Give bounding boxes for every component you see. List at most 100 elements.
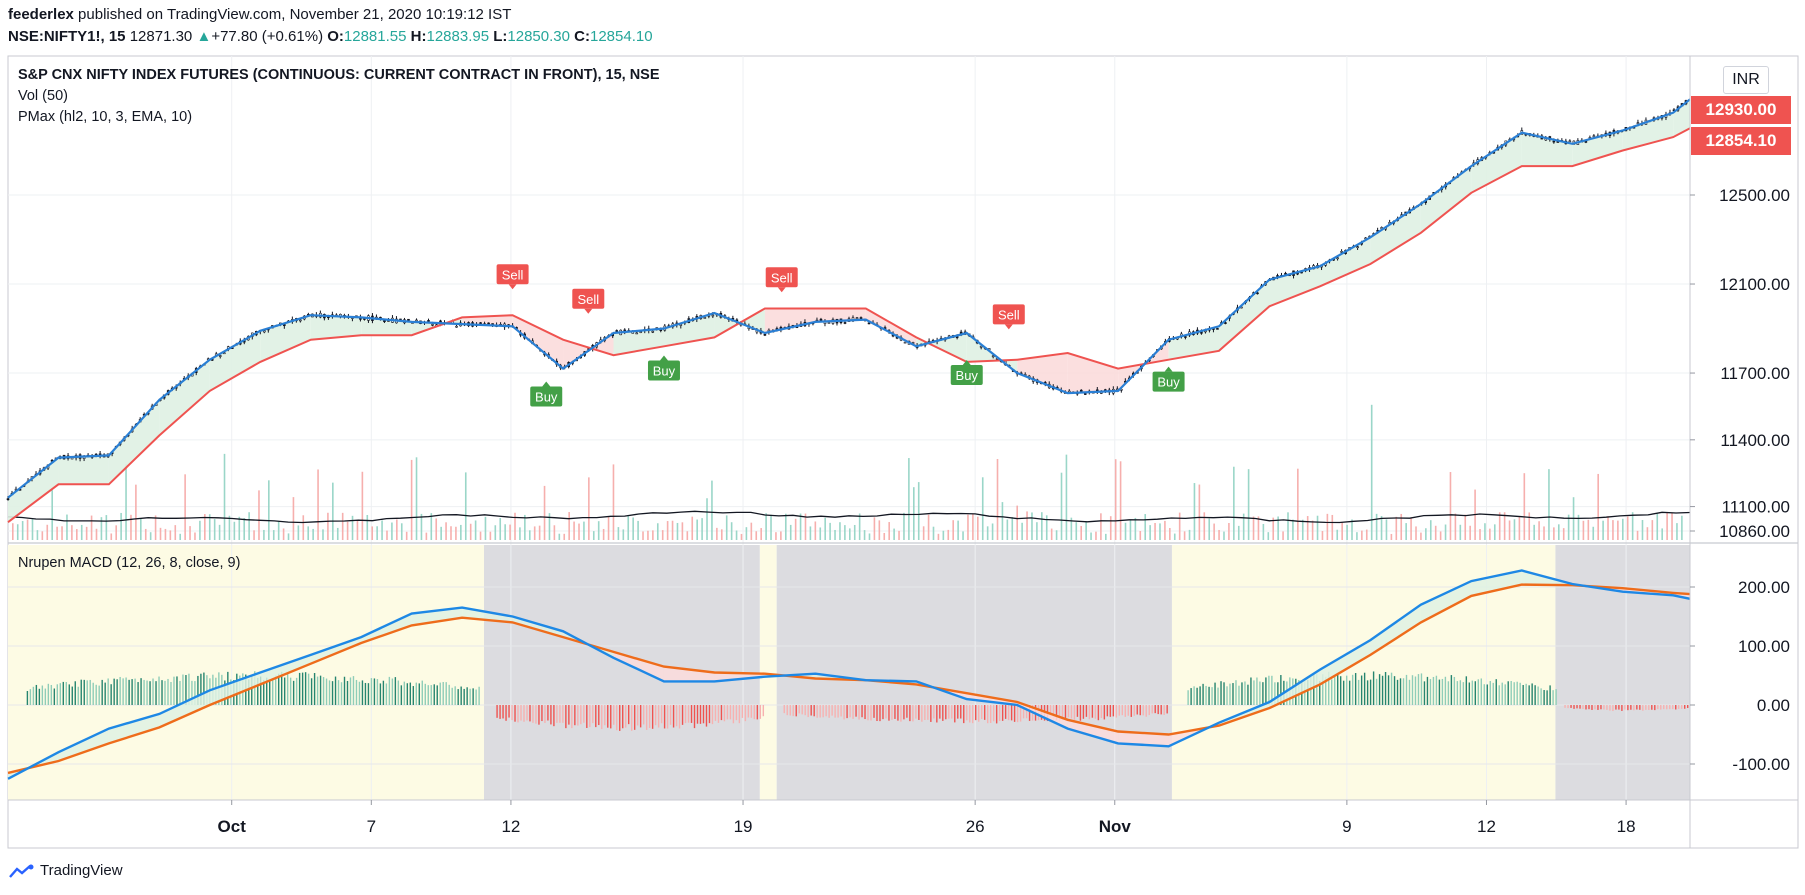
macd-histogram-bar	[269, 679, 271, 705]
volume-bar	[1095, 531, 1097, 540]
time-tick-label: Nov	[1099, 817, 1132, 836]
macd-histogram-bar	[469, 688, 471, 705]
volume-bar	[765, 513, 767, 540]
volume-bar	[1178, 512, 1181, 540]
candle-body	[1340, 251, 1343, 253]
price-ma-line	[7, 98, 1691, 499]
volume-bar	[1144, 514, 1147, 540]
macd-histogram-bar	[257, 677, 259, 705]
macd-histogram-bar	[1435, 675, 1438, 705]
macd-histogram-bar	[759, 705, 762, 719]
volume-bar	[1548, 469, 1550, 540]
macd-histogram-bar	[164, 680, 166, 705]
volume-bar	[1080, 525, 1083, 540]
macd-histogram-bar	[266, 677, 268, 705]
volume-bar	[1287, 512, 1289, 540]
macd-histogram-bar	[394, 677, 397, 705]
volume-bar	[474, 520, 477, 540]
macd-histogram-bar	[274, 675, 277, 705]
tradingview-icon	[8, 864, 36, 878]
volume-bar	[386, 530, 388, 540]
macd-histogram-bar	[939, 705, 941, 719]
volume-bar	[154, 515, 157, 540]
volume-bar	[1041, 512, 1043, 540]
macd-histogram-bar	[804, 705, 806, 716]
macd-histogram-bar	[122, 678, 124, 705]
macd-histogram-bar	[44, 688, 47, 705]
volume-bar	[1508, 520, 1511, 540]
volume-bar	[947, 529, 950, 540]
macd-histogram-bar	[1633, 705, 1635, 711]
macd-histogram-bar	[1322, 674, 1324, 705]
macd-histogram-bar	[1504, 684, 1506, 705]
macd-histogram-bar	[675, 705, 678, 727]
pmax-fill-segment	[1067, 353, 1119, 394]
macd-histogram-bar	[1462, 682, 1465, 705]
macd-histogram-bar	[1660, 705, 1662, 710]
macd-legend[interactable]: Nrupen MACD (12, 26, 8, close, 9)	[18, 555, 241, 571]
macd-histogram-bar	[1498, 685, 1500, 705]
volume-legend[interactable]: Vol (50)	[18, 88, 68, 104]
pmax-legend[interactable]: PMax (hl2, 10, 3, EMA, 10)	[18, 109, 193, 125]
volume-bar	[893, 528, 895, 540]
tradingview-logo[interactable]: TradingView	[8, 862, 123, 879]
pmax-fill-segment	[310, 315, 362, 340]
volume-bar	[159, 527, 162, 540]
pmax-fill-segment	[209, 330, 261, 391]
volume-bar	[110, 533, 113, 540]
volume-bar	[455, 526, 457, 540]
volume-bar	[71, 525, 73, 540]
volume-bar	[1272, 517, 1275, 540]
macd-histogram-bar	[1310, 676, 1312, 705]
volume-bar	[391, 522, 393, 540]
candle-body	[407, 318, 410, 321]
volume-bar	[258, 490, 260, 540]
macd-fill-segment	[310, 637, 362, 664]
macd-histogram-bar	[687, 705, 690, 723]
volume-bar	[1567, 514, 1570, 540]
macd-histogram-bar	[1280, 675, 1282, 705]
macd-histogram-bar	[29, 689, 32, 705]
macd-line	[7, 569, 1691, 780]
macd-histogram-bar	[152, 678, 154, 705]
macd-histogram-bar	[789, 705, 791, 716]
symbol-label[interactable]: NSE:NIFTY1!, 15	[8, 28, 126, 45]
macd-histogram-bar	[654, 705, 657, 726]
macd-histogram-bar	[361, 680, 364, 705]
macd-histogram-bar	[304, 672, 307, 705]
currency-button[interactable]: INR	[1723, 66, 1769, 94]
macd-histogram-bar	[1345, 675, 1348, 705]
volume-bar	[1065, 454, 1068, 540]
publisher-name[interactable]: feederlex	[8, 6, 74, 23]
candle-body	[222, 352, 226, 355]
macd-histogram-bar	[472, 688, 474, 705]
macd-histogram-bar	[400, 685, 403, 705]
macd-histogram-bar	[1588, 705, 1590, 710]
volume-bar	[1341, 522, 1343, 540]
volume-bar	[716, 527, 718, 540]
volume-bar	[1617, 520, 1619, 540]
volume-bar	[937, 533, 940, 540]
macd-histogram-bar	[1477, 679, 1479, 705]
macd-histogram-bar	[1082, 705, 1085, 719]
macd-histogram-bar	[1232, 683, 1234, 705]
macd-histogram-bar	[1336, 674, 1339, 705]
volume-bar	[238, 516, 241, 540]
volume-bar	[908, 458, 910, 540]
volume-bar	[701, 518, 703, 540]
volume-bar	[1420, 532, 1422, 540]
volume-bar	[1090, 532, 1092, 540]
ohlc-row: NSE:NIFTY1!, 15 12871.30 ▲+77.80 (+0.61%…	[8, 28, 653, 45]
macd-histogram-bar	[1202, 683, 1204, 705]
macd-histogram-bar	[672, 705, 675, 728]
macd-histogram-bar	[1091, 705, 1094, 718]
volume-bar	[927, 514, 930, 540]
volume-bar	[524, 514, 526, 540]
macd-histogram-bar	[1271, 675, 1273, 705]
macd-histogram-bar	[535, 705, 537, 724]
volume-bar	[135, 484, 137, 540]
macd-histogram-bar	[1528, 685, 1530, 705]
buy-label: Buy	[1157, 375, 1180, 390]
macd-histogram-bar	[1190, 688, 1192, 705]
